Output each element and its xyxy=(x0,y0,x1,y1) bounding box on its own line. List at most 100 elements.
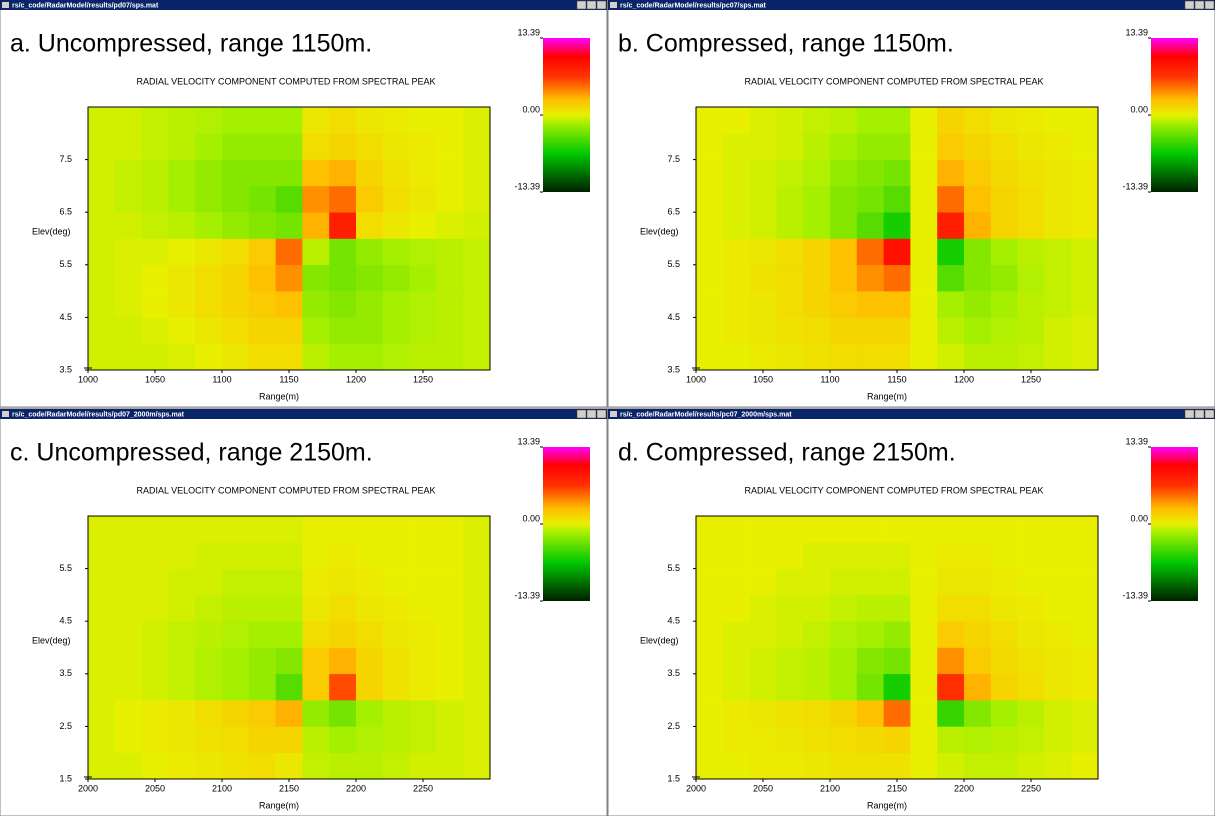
heatmap-cell xyxy=(749,343,777,371)
heatmap-cell xyxy=(696,264,724,292)
heatmap-cell xyxy=(141,264,169,292)
heatmap-cell xyxy=(856,317,884,344)
heatmap-cell xyxy=(356,238,384,266)
heatmap-cell xyxy=(275,726,303,753)
x-tick-label: 2100 xyxy=(820,783,840,793)
close-button[interactable] xyxy=(596,409,607,419)
heatmap-cell xyxy=(883,700,911,727)
heatmap-cell xyxy=(910,568,938,596)
heatmap-cell xyxy=(910,516,938,543)
window-icon xyxy=(610,2,617,8)
heatmap-cell xyxy=(749,516,777,543)
heatmap-cell xyxy=(195,594,223,622)
heatmap-cell xyxy=(302,291,330,318)
x-tick-label: 1000 xyxy=(78,374,98,384)
heatmap-cell xyxy=(910,133,938,160)
minimize-button[interactable] xyxy=(1184,0,1195,10)
heatmap-cell xyxy=(302,133,330,160)
heatmap-cell xyxy=(990,264,1018,292)
heatmap-cell xyxy=(990,647,1018,675)
x-tick-label: 2100 xyxy=(212,783,232,793)
heatmap-cell xyxy=(195,317,223,344)
heatmap-cell xyxy=(1071,726,1099,753)
heatmap-cell xyxy=(696,317,724,344)
heatmap-cell xyxy=(382,726,410,753)
heatmap-cell xyxy=(1017,291,1045,318)
heatmap-cell xyxy=(436,647,464,675)
heatmap-cell xyxy=(696,752,724,780)
y-tick-label: 2.5 xyxy=(59,721,72,731)
heatmap-cell xyxy=(910,107,938,134)
heatmap-cell xyxy=(937,726,965,753)
heatmap-cell xyxy=(1044,212,1072,239)
heatmap-cell xyxy=(382,212,410,239)
heatmap-cell xyxy=(409,752,437,780)
heatmap-cell xyxy=(1017,317,1045,344)
heatmap-cell xyxy=(1071,568,1099,596)
heatmap-cell xyxy=(302,647,330,675)
heatmap-cell xyxy=(1017,516,1045,543)
heatmap-cell xyxy=(88,264,116,292)
heatmap-cell xyxy=(463,516,491,543)
heatmap-cell xyxy=(776,568,804,596)
heatmap-cell xyxy=(1071,673,1099,701)
heatmap-cell xyxy=(910,673,938,701)
maximize-button[interactable] xyxy=(586,409,597,419)
heatmap-cell xyxy=(436,107,464,134)
chart-subtitle: RADIAL VELOCITY COMPONENT COMPUTED FROM … xyxy=(744,76,1043,86)
heatmap-cell xyxy=(356,621,384,648)
chart-title: a. Uncompressed, range 1150m. xyxy=(10,30,372,58)
heatmap-cell xyxy=(803,752,831,780)
heatmap-cell xyxy=(1017,212,1045,239)
heatmap-cell xyxy=(409,107,437,134)
title-bar xyxy=(608,0,1215,10)
y-tick-label: 4.5 xyxy=(59,616,72,626)
heatmap-cell xyxy=(382,317,410,344)
close-button[interactable] xyxy=(596,0,607,10)
heatmap-cell xyxy=(248,726,276,753)
heatmap-cell xyxy=(382,159,410,187)
heatmap-cell xyxy=(1071,133,1099,160)
heatmap-cell xyxy=(168,752,196,780)
minimize-button[interactable] xyxy=(576,409,587,419)
heatmap-cell xyxy=(722,133,750,160)
heatmap-cell xyxy=(436,185,464,213)
heatmap-cell xyxy=(749,107,777,134)
heatmap-cell xyxy=(275,185,303,213)
heatmap-cell xyxy=(696,291,724,318)
minimize-button[interactable] xyxy=(1184,409,1195,419)
close-button[interactable] xyxy=(1204,0,1215,10)
heatmap-cell xyxy=(803,516,831,543)
maximize-button[interactable] xyxy=(586,0,597,10)
heatmap-cell xyxy=(964,264,992,292)
heatmap-cell xyxy=(910,185,938,213)
heatmap-cell xyxy=(749,752,777,780)
heatmap-cell xyxy=(248,133,276,160)
minimize-button[interactable] xyxy=(576,0,587,10)
heatmap-cell xyxy=(436,516,464,543)
heatmap-cell xyxy=(776,291,804,318)
heatmap-cell xyxy=(275,542,303,569)
heatmap-cell xyxy=(1017,264,1045,292)
y-tick-label: 2.5 xyxy=(667,721,680,731)
heatmap-cell xyxy=(356,212,384,239)
heatmap-cell xyxy=(776,700,804,727)
heatmap-cell xyxy=(409,726,437,753)
heatmap-cell xyxy=(382,238,410,266)
heatmap-cell xyxy=(88,673,116,701)
heatmap-cell xyxy=(964,317,992,344)
heatmap-cell xyxy=(830,752,858,780)
heatmap-cell xyxy=(329,568,357,596)
heatmap-cell xyxy=(803,317,831,344)
maximize-button[interactable] xyxy=(1194,409,1205,419)
heatmap-cell xyxy=(248,159,276,187)
heatmap-cell xyxy=(409,291,437,318)
heatmap-cell xyxy=(329,317,357,344)
heatmap-cell xyxy=(141,752,169,780)
heatmap-cell xyxy=(141,238,169,266)
heatmap-cell xyxy=(749,212,777,239)
close-button[interactable] xyxy=(1204,409,1215,419)
heatmap-cell xyxy=(856,185,884,213)
maximize-button[interactable] xyxy=(1194,0,1205,10)
colorbar-tick-label: -13.39 xyxy=(1122,181,1148,191)
